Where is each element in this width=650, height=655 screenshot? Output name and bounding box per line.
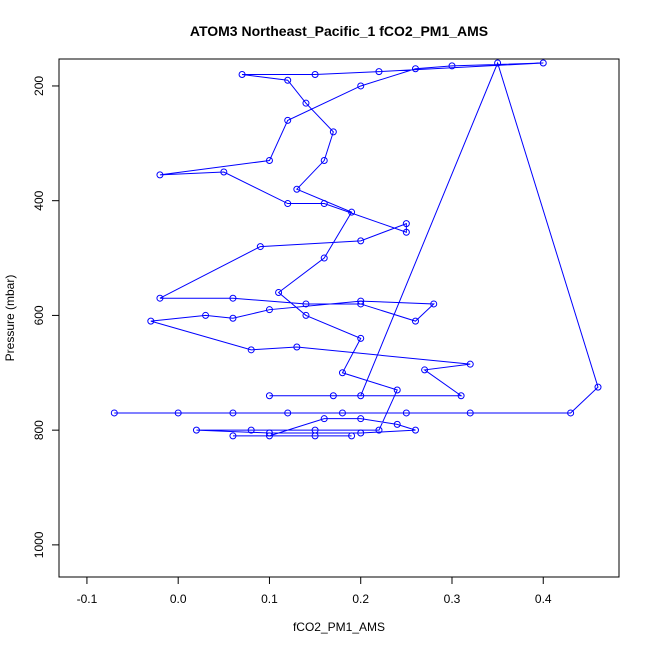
data-point xyxy=(375,426,383,434)
data-point xyxy=(357,297,365,305)
data-point xyxy=(402,409,410,417)
data-point xyxy=(302,300,310,308)
data-point xyxy=(320,200,328,208)
data-point xyxy=(247,346,255,354)
x-tick-label: -0.1 xyxy=(77,592,98,606)
data-point xyxy=(110,409,118,417)
x-tick-label: 0.0 xyxy=(170,592,187,606)
x-tick-label: 0.2 xyxy=(352,592,369,606)
data-point xyxy=(594,383,602,391)
data-point xyxy=(265,429,273,437)
y-tick-label: 200 xyxy=(32,76,46,96)
data-point xyxy=(265,306,273,314)
data-point xyxy=(348,208,356,216)
data-point xyxy=(457,392,465,400)
data-point xyxy=(466,360,474,368)
data-point xyxy=(357,82,365,90)
data-point xyxy=(357,429,365,437)
data-point xyxy=(421,366,429,374)
data-point xyxy=(302,99,310,107)
data-point xyxy=(393,386,401,394)
data-point xyxy=(357,300,365,308)
data-point xyxy=(247,426,255,434)
data-point xyxy=(284,76,292,84)
data-point xyxy=(411,317,419,325)
data-point xyxy=(229,294,237,302)
data-point xyxy=(275,288,283,296)
y-axis-label: Pressure (mbar) xyxy=(3,275,17,362)
data-point xyxy=(338,409,346,417)
data-point xyxy=(192,426,200,434)
data-point xyxy=(293,185,301,193)
data-point xyxy=(256,243,264,251)
data-point xyxy=(220,168,228,176)
data-point xyxy=(411,426,419,434)
data-point xyxy=(338,369,346,377)
data-point xyxy=(147,317,155,325)
data-point xyxy=(265,157,273,165)
data-point xyxy=(302,311,310,319)
data-point xyxy=(156,294,164,302)
data-point xyxy=(284,409,292,417)
y-tick-label: 600 xyxy=(32,305,46,325)
x-tick-label: 0.4 xyxy=(535,592,552,606)
y-tick-label: 800 xyxy=(32,420,46,440)
data-point xyxy=(229,409,237,417)
data-point xyxy=(174,409,182,417)
chart-title: ATOM3 Northeast_Pacific_1 fCO2_PM1_AMS xyxy=(190,23,488,39)
data-point xyxy=(202,311,210,319)
data-point xyxy=(265,432,273,440)
y-tick-label: 400 xyxy=(32,190,46,210)
data-point xyxy=(284,200,292,208)
data-point xyxy=(320,157,328,165)
data-point xyxy=(311,70,319,78)
data-point xyxy=(357,415,365,423)
data-point xyxy=(348,432,356,440)
x-tick-label: 0.1 xyxy=(261,592,278,606)
x-tick-label: 0.3 xyxy=(444,592,461,606)
data-point xyxy=(411,65,419,73)
data-point xyxy=(329,128,337,136)
data-line xyxy=(114,61,599,437)
data-point xyxy=(357,392,365,400)
data-point xyxy=(293,343,301,351)
data-point xyxy=(402,220,410,228)
data-point xyxy=(320,254,328,262)
plot-frame xyxy=(58,58,620,578)
data-point xyxy=(567,409,575,417)
data-point xyxy=(430,300,438,308)
data-point xyxy=(229,432,237,440)
data-point xyxy=(539,59,547,67)
data-point xyxy=(284,116,292,124)
data-point xyxy=(402,228,410,236)
data-point xyxy=(265,392,273,400)
data-point xyxy=(229,314,237,322)
data-point xyxy=(156,171,164,179)
data-point xyxy=(357,334,365,342)
data-point xyxy=(393,420,401,428)
data-point xyxy=(357,237,365,245)
y-tick-label: 1000 xyxy=(32,531,46,558)
data-point xyxy=(494,59,502,67)
data-point xyxy=(311,432,319,440)
data-point xyxy=(466,409,474,417)
data-point xyxy=(238,70,246,78)
data-point xyxy=(375,68,383,76)
data-point xyxy=(329,392,337,400)
data-point xyxy=(320,415,328,423)
data-point xyxy=(448,62,456,70)
x-axis-label: fCO2_PM1_AMS xyxy=(293,620,385,634)
